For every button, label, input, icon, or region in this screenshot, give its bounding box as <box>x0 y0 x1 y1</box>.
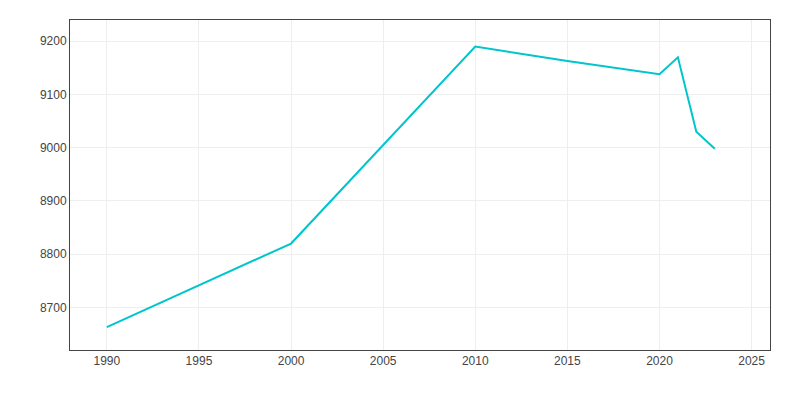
svg-text:2020: 2020 <box>646 354 673 368</box>
svg-text:1990: 1990 <box>93 354 120 368</box>
svg-text:9000: 9000 <box>40 141 67 155</box>
svg-text:2025: 2025 <box>738 354 765 368</box>
svg-text:8700: 8700 <box>40 301 67 315</box>
svg-text:8900: 8900 <box>40 194 67 208</box>
svg-text:9200: 9200 <box>40 34 67 48</box>
svg-text:2010: 2010 <box>462 354 489 368</box>
svg-text:2005: 2005 <box>370 354 397 368</box>
svg-text:9100: 9100 <box>40 88 67 102</box>
svg-text:2000: 2000 <box>278 354 305 368</box>
svg-text:2015: 2015 <box>554 354 581 368</box>
svg-text:1995: 1995 <box>186 354 213 368</box>
svg-text:8800: 8800 <box>40 247 67 261</box>
